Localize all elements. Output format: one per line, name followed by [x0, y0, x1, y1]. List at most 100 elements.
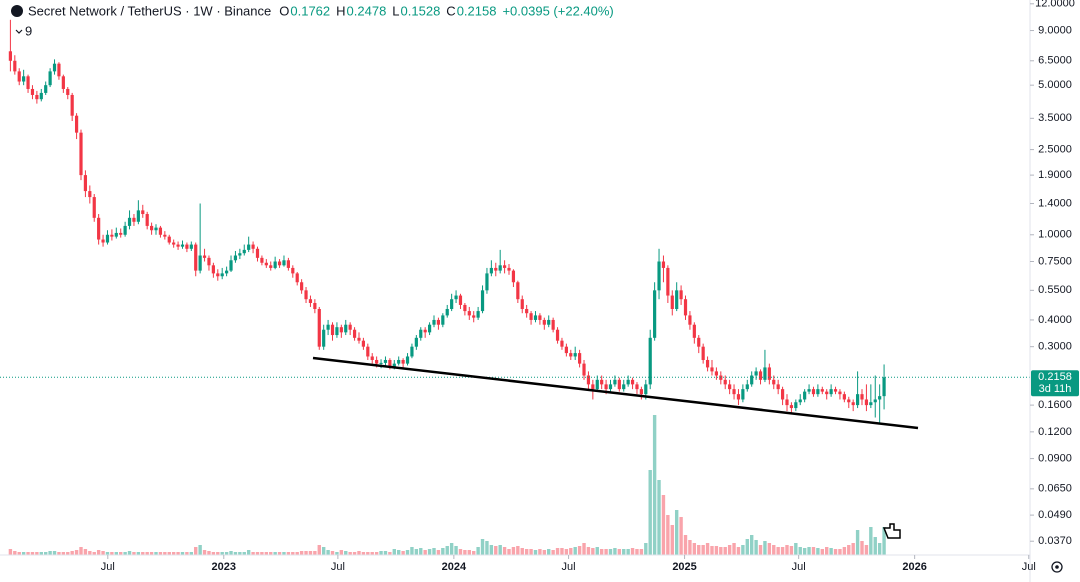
candle-body	[494, 267, 498, 271]
chart-title: Secret Network / TetherUS · 1W · Binance	[28, 3, 271, 18]
candle-body	[357, 337, 361, 341]
ohlc-value: 0.2478	[347, 3, 387, 18]
candle-body	[675, 290, 679, 309]
volume-bar	[533, 550, 538, 555]
candle-body	[842, 394, 846, 400]
candle-body	[745, 384, 749, 390]
volume-bar	[357, 551, 361, 555]
candle-body	[22, 76, 26, 82]
volume-bar	[251, 552, 255, 555]
volume-bar	[246, 550, 251, 555]
candle-body	[525, 308, 529, 314]
volume-bar	[88, 551, 92, 555]
candle-body	[326, 324, 330, 330]
candle-body	[216, 273, 220, 277]
volume-bar	[96, 550, 101, 555]
candle-body	[860, 394, 864, 400]
volume-bar	[286, 552, 291, 555]
volume-bar	[767, 543, 772, 555]
candle-body	[436, 319, 441, 325]
y-tick-label: 0.4000	[1038, 314, 1072, 326]
volume-bar	[401, 551, 405, 555]
candle-body	[882, 377, 886, 397]
volume-bar	[520, 548, 524, 555]
candle-body	[578, 353, 582, 364]
volume-bar	[723, 547, 727, 555]
candle-body	[176, 244, 180, 247]
x-tick-label: 2025	[672, 561, 696, 573]
candle-body	[57, 63, 61, 77]
volume-bar	[185, 552, 189, 555]
candle-body	[136, 210, 140, 222]
volume-bar	[851, 543, 855, 555]
candle-body	[630, 379, 635, 385]
volume-bar	[335, 552, 339, 555]
candle-body	[247, 244, 251, 250]
candle-body	[507, 267, 511, 271]
volume-bar	[498, 545, 502, 555]
volume-bar	[626, 549, 630, 555]
volume-bar	[348, 552, 352, 555]
y-tick-label: 3.5000	[1038, 112, 1072, 124]
candle-body	[445, 308, 449, 316]
candle-body	[88, 191, 92, 198]
candle-body	[269, 265, 273, 268]
candle-body	[472, 315, 476, 318]
candle-body	[44, 85, 48, 93]
settings-button[interactable]	[1051, 561, 1063, 573]
volume-bar	[255, 552, 260, 555]
candle-body	[564, 346, 568, 354]
volume-bar	[264, 552, 269, 555]
candle-body	[750, 375, 754, 385]
volume-bar	[202, 550, 207, 555]
ohlc-value: 0.2158	[457, 3, 497, 18]
x-tick-label: 2024	[442, 561, 467, 573]
candle-body	[489, 267, 493, 274]
volume-bar	[74, 550, 79, 555]
volume-bar	[674, 510, 679, 555]
candle-body	[194, 244, 198, 271]
y-tick-label: 9.0000	[1038, 24, 1072, 36]
x-tick-label: 2023	[212, 561, 236, 573]
candle-body	[754, 371, 758, 376]
volume-bar	[569, 548, 573, 555]
candle-body	[626, 379, 630, 385]
candle-body	[547, 319, 551, 325]
volume-bar	[242, 552, 246, 555]
candle-body	[838, 391, 842, 395]
cursor-icon	[882, 523, 901, 539]
volume-bar	[776, 547, 780, 555]
volume-bar	[119, 552, 123, 555]
volume-bar	[661, 495, 666, 555]
candle-body	[560, 340, 564, 347]
volume-bar	[207, 551, 211, 555]
candle-body	[180, 244, 185, 247]
volume-bar	[807, 547, 811, 555]
candle-body	[432, 319, 436, 325]
volume-bar	[719, 547, 723, 555]
candle-body	[322, 329, 326, 347]
volume-bar	[842, 547, 847, 555]
y-tick-label: 0.7500	[1038, 255, 1072, 267]
volume-bar	[789, 546, 794, 555]
candle-body	[613, 379, 617, 385]
trend-line[interactable]	[312, 356, 919, 430]
volume-bar	[269, 552, 273, 555]
volume-bar	[732, 543, 736, 555]
volume-bar	[573, 547, 577, 555]
volume-bar	[233, 552, 238, 555]
volume-bar	[44, 552, 48, 555]
y-tick-label: 12.0000	[1035, 0, 1075, 10]
volume-bar	[167, 552, 171, 555]
candle-body	[736, 394, 741, 400]
candle-body	[114, 232, 118, 237]
candle-body	[533, 315, 538, 320]
indicators-toggle[interactable]	[15, 29, 23, 34]
volume-bar	[229, 551, 233, 555]
volume-bar	[383, 551, 388, 555]
candle-body	[569, 353, 573, 357]
candle-body	[798, 399, 802, 403]
volume-bar	[282, 552, 286, 555]
volume-bar	[542, 550, 547, 555]
volume-bar	[622, 549, 626, 555]
